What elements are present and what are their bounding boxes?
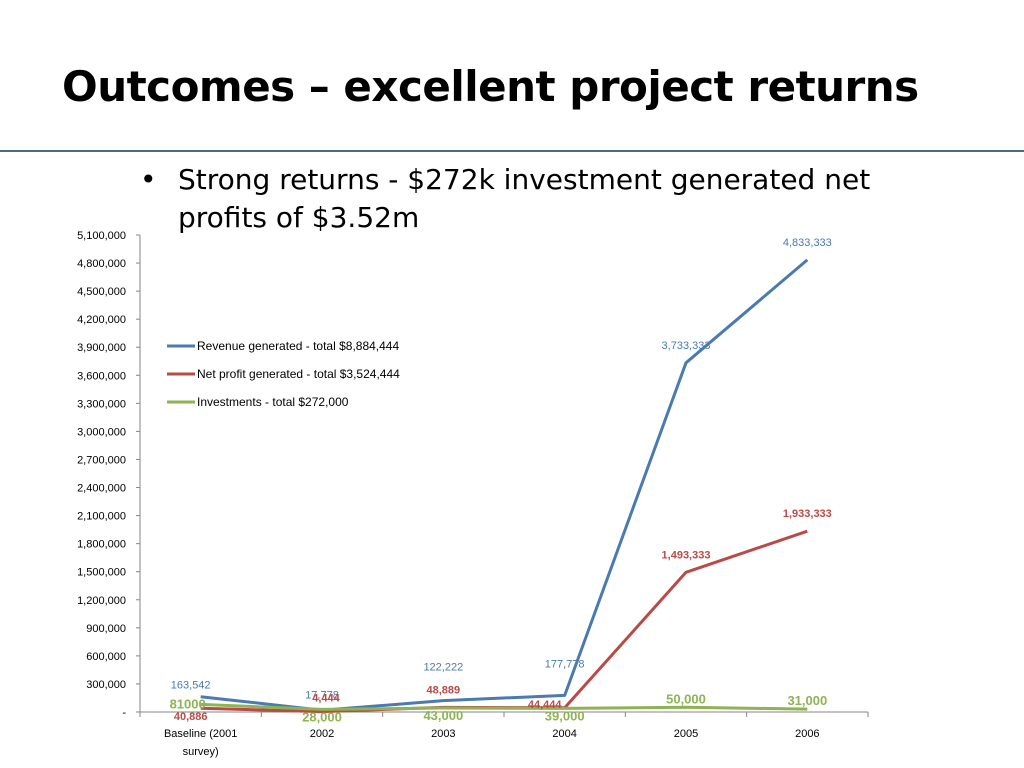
- x-tick-label: 2005: [674, 728, 698, 740]
- y-tick-label: 2,400,000: [77, 483, 126, 495]
- y-tick-label: 4,500,000: [77, 286, 126, 298]
- data-label: 50,000: [666, 691, 706, 706]
- y-tick-label: -: [122, 707, 126, 719]
- chart-legend: Revenue generated - total $8,884,444 Net …: [167, 339, 400, 409]
- y-tick-label: 3,300,000: [77, 398, 126, 410]
- data-label: 122,222: [423, 662, 463, 674]
- slide-title: Outcomes – excellent project returns: [62, 62, 919, 111]
- data-label: 177,778: [545, 658, 585, 670]
- y-tick-label: 3,900,000: [77, 342, 126, 354]
- y-tick-label: 600,000: [86, 651, 126, 663]
- data-label: 81000: [170, 696, 206, 711]
- y-tick-label: 300,000: [86, 679, 126, 691]
- data-label: 3,733,333: [662, 340, 711, 352]
- x-tick-label: 2006: [795, 728, 819, 740]
- chart-data-labels: 163,542 17,778 122,222 177,778 3,733,333 4,83…: [170, 237, 832, 724]
- data-label: 43,000: [423, 708, 463, 723]
- y-tick-label: 4,200,000: [77, 314, 126, 326]
- legend-label: Revenue generated - total $8,884,444: [197, 339, 399, 353]
- data-label: 28,000: [302, 709, 342, 724]
- y-tick-label: 1,800,000: [77, 539, 126, 551]
- bullet-text: Strong returns - $272k investment genera…: [178, 163, 871, 234]
- x-tick-label: survey): [183, 746, 219, 758]
- y-tick-label: 4,800,000: [77, 258, 126, 270]
- y-tick-label: 2,100,000: [77, 511, 126, 523]
- series-line: [200, 258, 809, 712]
- data-label: 31,000: [787, 693, 827, 708]
- data-label: 4,444: [312, 693, 340, 705]
- data-label: 40,886: [174, 711, 208, 723]
- title-divider: [0, 150, 1024, 152]
- data-label: 1,493,333: [662, 549, 711, 561]
- data-label: 4,833,333: [783, 237, 832, 249]
- legend-label: Investments - total $272,000: [197, 395, 349, 409]
- legend-label: Net profit generated - total $3,524,444: [197, 367, 400, 381]
- y-tick-label: 3,600,000: [77, 370, 126, 382]
- x-tick-label: 2004: [552, 728, 576, 740]
- y-tick-label: 900,000: [86, 623, 126, 635]
- chart-series-lines: [200, 258, 809, 714]
- y-tick-label: 3,000,000: [77, 426, 126, 438]
- data-label: 17,778: [305, 689, 339, 701]
- series-line: [200, 702, 808, 711]
- x-tick-label: Baseline (2001: [164, 728, 237, 740]
- y-tick-label: 5,100,000: [77, 230, 126, 242]
- y-tick-label: 1,200,000: [77, 595, 126, 607]
- data-label: 1,933,333: [783, 508, 832, 520]
- bullet-dot-icon: •: [140, 163, 157, 196]
- series-line: [200, 529, 808, 714]
- data-label: 39,000: [545, 708, 585, 723]
- data-label: 44,444: [528, 699, 563, 711]
- x-tick-label: 2003: [431, 728, 455, 740]
- data-label: 48,889: [427, 684, 461, 696]
- y-tick-label: 1,500,000: [77, 567, 126, 579]
- chart-axes: - 300,000 600,000 900,000 1,200,000 1,500,000…: [77, 230, 869, 758]
- x-tick-label: 2002: [310, 728, 334, 740]
- y-tick-label: 2,700,000: [77, 454, 126, 466]
- data-label: 163,542: [171, 680, 211, 692]
